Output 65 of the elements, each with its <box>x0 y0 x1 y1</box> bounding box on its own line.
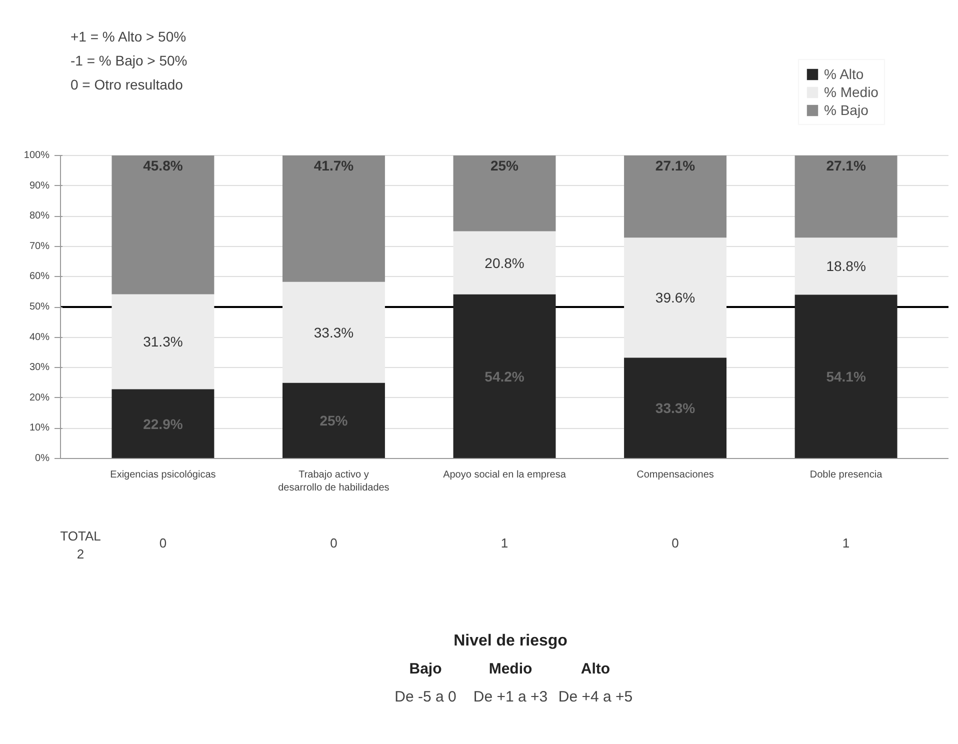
text: TOTAL 2 <box>60 528 101 562</box>
bar <box>624 358 726 458</box>
text: De +4 a +5 <box>558 688 633 706</box>
data-label: 31.3% <box>143 334 183 350</box>
data-label: 33.3% <box>314 324 354 340</box>
y-tick-label: 10% <box>29 422 50 434</box>
text: Bajo <box>409 660 442 678</box>
bar <box>282 156 385 282</box>
bar <box>794 238 898 295</box>
data-label: 39.6% <box>655 290 696 306</box>
data-label: 25% <box>320 412 348 429</box>
data-label: 27.1% <box>655 158 696 174</box>
text: De -5 a 0 <box>394 688 456 706</box>
text: 1 <box>842 536 850 550</box>
text: 0 <box>159 536 167 550</box>
bar <box>112 294 214 390</box>
x-tick-label: Doble presencia <box>810 470 883 480</box>
text: 0 = Otro resultado <box>70 76 184 92</box>
bar <box>112 389 214 458</box>
bar <box>453 156 556 232</box>
bar <box>624 238 726 358</box>
x-tick-label: Apoyo social en la empresa <box>443 470 566 480</box>
bar <box>282 382 385 458</box>
y-tick-label: 70% <box>29 240 50 252</box>
text: -1 = % Bajo > 50% <box>70 52 188 68</box>
y-tick-label: 20% <box>29 392 50 404</box>
text: Medio <box>488 660 532 678</box>
text: 1 <box>500 536 508 550</box>
bar <box>794 294 898 458</box>
legend-label: % Alto <box>824 66 864 82</box>
y-tick-label: 90% <box>29 180 50 192</box>
data-label: 20.8% <box>484 254 524 271</box>
x-tick-label: Trabajo activo y desarrollo de habilidades <box>278 470 390 494</box>
data-label: 22.9% <box>143 416 184 432</box>
data-label: 54.2% <box>484 368 525 384</box>
y-tick-label: 30% <box>29 362 50 374</box>
bar <box>112 156 214 294</box>
bar <box>453 231 556 294</box>
text: Alto <box>580 660 610 678</box>
y-tick-label: 0% <box>35 453 50 464</box>
data-label: 41.7% <box>314 158 354 174</box>
data-label: 18.8% <box>826 258 866 274</box>
x-tick-label: Compensaciones <box>636 470 714 480</box>
bar <box>794 156 898 238</box>
text: +1 = % Alto > 50% <box>70 28 186 44</box>
text: 0 <box>672 536 679 550</box>
text: 0 <box>330 536 338 550</box>
y-tick-label: 60% <box>29 271 50 282</box>
data-label: 45.8% <box>143 158 184 174</box>
data-label: 54.1% <box>826 368 866 385</box>
text: Nivel de riesgo <box>454 632 568 650</box>
bar <box>453 294 556 458</box>
x-tick-label: Exigencias psicológicas <box>110 470 216 480</box>
data-label: 33.3% <box>655 400 696 416</box>
data-label: 27.1% <box>826 158 866 174</box>
y-tick-label: 80% <box>29 210 50 222</box>
legend-label: % Medio <box>824 84 878 100</box>
y-tick-label: 40% <box>29 332 50 343</box>
text: De +1 a +3 <box>473 688 548 706</box>
bar <box>282 282 385 383</box>
y-tick-label: 50% <box>29 302 50 312</box>
bar <box>624 156 726 238</box>
data-label: 25% <box>490 158 520 174</box>
legend-label: % Bajo <box>824 102 868 118</box>
y-tick-label: 100% <box>24 150 50 161</box>
